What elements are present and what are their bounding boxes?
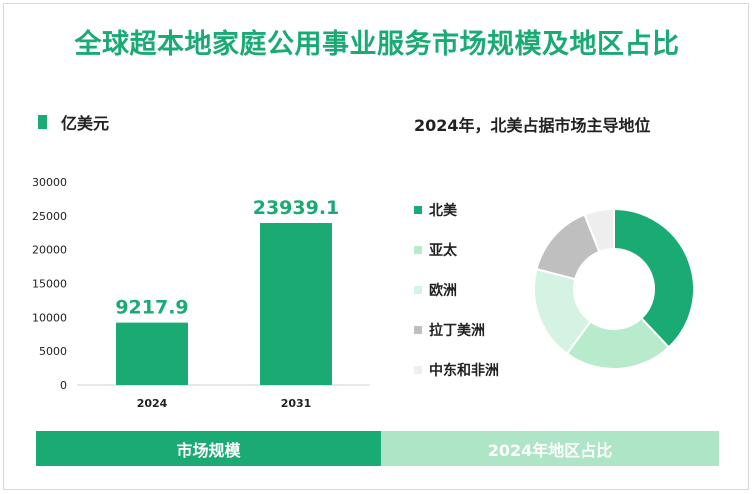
footer-region-share-label: 2024年地区占比 <box>487 440 613 460</box>
footer-market-size-label: 市场规模 <box>176 440 241 460</box>
pie-legend-swatch <box>414 366 422 374</box>
pie-legend-swatch <box>414 206 422 214</box>
bar-legend-swatch <box>38 115 47 129</box>
pie-title: 2024年，北美占据市场主导地位 <box>414 116 651 135</box>
pie-legend-label: 亚太 <box>429 243 457 259</box>
page-title: 全球超本地家庭公用事业服务市场规模及地区占比 <box>74 29 680 60</box>
pie-legend-item: 欧洲 <box>414 280 457 300</box>
bar-chart: 0 5000 10000 15000 20000 25000 30000 9217.9 2024… <box>32 176 370 410</box>
pie-slice-5 <box>583 207 615 254</box>
x-tick-label: 2031 <box>281 397 312 410</box>
y-tick-label: 0 <box>60 379 67 392</box>
pie-legend-swatch <box>414 326 422 334</box>
pie-legend-item: 拉丁美洲 <box>414 320 485 340</box>
y-tick-label: 5000 <box>39 345 67 358</box>
footer-market-size: 市场规模 <box>36 431 381 466</box>
bar-legend-label: 亿美元 <box>61 114 110 133</box>
pie-legend-label: 北美 <box>429 203 457 219</box>
pie-legend-label: 中东和非洲 <box>429 363 499 379</box>
pie-legend-item: 亚太 <box>414 240 457 260</box>
y-tick-label: 15000 <box>32 278 67 291</box>
pie-legend-label: 拉丁美洲 <box>429 323 485 339</box>
pie-legend-swatch <box>414 286 422 294</box>
footer-region-share: 2024年地区占比 <box>381 431 719 466</box>
pie-legend-item: 中东和非洲 <box>414 360 499 380</box>
pie-chart <box>533 207 695 370</box>
bar-2024 <box>116 322 188 385</box>
bar-legend: 亿美元 <box>38 110 109 134</box>
bar-value-label: 9217.9 <box>115 297 188 319</box>
chart-frame <box>3 3 749 490</box>
y-tick-label: 25000 <box>32 210 67 223</box>
y-tick-label: 10000 <box>32 311 67 324</box>
pie-legend-item: 北美 <box>414 200 457 220</box>
pie-legend-swatch <box>414 246 422 254</box>
x-tick-label: 2024 <box>137 397 168 410</box>
bar-2031 <box>260 223 332 385</box>
y-tick-label: 20000 <box>32 244 67 257</box>
y-tick-label: 30000 <box>32 176 67 189</box>
pie-slice-1 <box>613 207 695 349</box>
pie-legend-label: 欧洲 <box>429 283 457 299</box>
bar-value-label: 23939.1 <box>253 197 340 219</box>
